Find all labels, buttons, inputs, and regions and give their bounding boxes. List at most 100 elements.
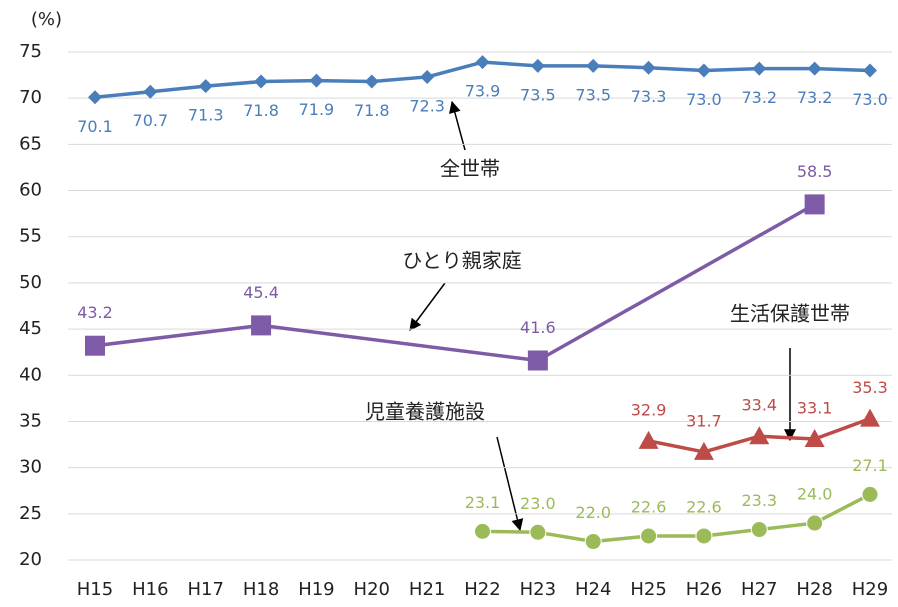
data-label: 72.3: [409, 96, 445, 115]
data-label: 22.6: [686, 497, 722, 516]
data-label: 71.8: [354, 101, 390, 120]
marker: [861, 485, 879, 503]
data-label: 58.5: [797, 162, 833, 181]
data-label: 33.4: [741, 396, 777, 415]
y-tick-label: 25: [19, 503, 42, 524]
data-label: 70.1: [77, 117, 113, 136]
data-label: 23.3: [741, 491, 777, 510]
y-tick-label: 40: [19, 364, 42, 385]
data-label: 73.0: [686, 90, 722, 109]
y-tick-label: 65: [19, 133, 42, 154]
series-line: [482, 492, 871, 544]
data-label: 73.3: [631, 87, 667, 106]
marker: [198, 79, 213, 94]
x-tick-label: H26: [686, 579, 722, 600]
marker: [309, 73, 324, 88]
y-tick-label: 45: [19, 318, 42, 339]
data-label: 73.5: [575, 85, 611, 104]
x-tick-label: H27: [741, 579, 777, 600]
marker: [586, 58, 601, 73]
x-tick-label: H25: [630, 579, 666, 600]
x-tick-label: H19: [298, 579, 334, 600]
marker: [529, 523, 547, 541]
marker: [863, 63, 877, 78]
data-label: 71.9: [299, 100, 335, 119]
marker: [807, 61, 822, 76]
data-label: 23.1: [465, 493, 501, 512]
marker: [474, 522, 491, 540]
marker: [420, 69, 435, 84]
y-unit-label: (%): [31, 9, 62, 30]
data-label: 45.4: [243, 283, 279, 302]
marker: [254, 74, 269, 89]
x-tick-label: H16: [132, 579, 168, 600]
marker: [638, 430, 659, 449]
x-tick-label: H17: [187, 579, 223, 600]
series-name: 児童養護施設: [365, 400, 485, 424]
x-tick-label: H29: [852, 579, 888, 600]
marker: [584, 533, 602, 551]
data-label: 32.9: [631, 400, 667, 419]
marker: [696, 63, 711, 78]
x-tick-label: H23: [520, 579, 556, 600]
marker: [693, 441, 714, 460]
series-name: 全世帯: [440, 157, 500, 181]
x-tick-label: H21: [409, 579, 445, 600]
data-label: 22.6: [631, 497, 667, 516]
marker: [750, 521, 768, 539]
x-tick-label: H20: [354, 579, 390, 600]
arrow: [496, 436, 524, 532]
marker: [88, 90, 102, 105]
data-label: 73.5: [520, 85, 556, 104]
data-label: 33.1: [797, 399, 833, 418]
data-label: 24.0: [797, 485, 833, 504]
y-tick-label: 35: [19, 410, 42, 431]
data-label: 70.7: [133, 111, 169, 130]
y-tick-label: 55: [19, 226, 42, 247]
y-tick-label: 70: [19, 87, 42, 108]
x-tick-label: H22: [464, 579, 500, 600]
marker: [143, 84, 158, 99]
marker: [364, 74, 379, 89]
marker: [804, 194, 825, 215]
data-label: 73.9: [465, 82, 501, 101]
data-label: 73.0: [852, 90, 888, 109]
series-name: 生活保護世帯: [730, 302, 850, 326]
arrow: [449, 100, 466, 151]
marker: [806, 514, 824, 532]
arrow: [409, 282, 446, 331]
data-label: 73.2: [741, 88, 777, 107]
data-label: 41.6: [520, 318, 556, 337]
x-tick-label: H28: [796, 579, 832, 600]
marker: [804, 429, 825, 448]
data-label: 31.7: [686, 411, 722, 430]
data-label: 35.3: [852, 378, 888, 397]
data-label: 23.0: [520, 494, 556, 513]
y-tick-label: 20: [19, 549, 42, 570]
y-tick-label: 75: [19, 41, 42, 62]
marker: [860, 408, 880, 427]
marker: [752, 61, 767, 76]
series-line: [94, 202, 816, 363]
series-name: ひとり親家庭: [402, 249, 521, 273]
data-label: 71.8: [243, 101, 279, 120]
marker: [640, 527, 658, 545]
data-label: 71.3: [188, 106, 224, 125]
y-tick-label: 60: [19, 180, 42, 201]
y-tick-label: 50: [19, 272, 42, 293]
marker: [530, 58, 545, 73]
marker: [641, 60, 656, 75]
marker: [85, 335, 105, 356]
data-label: 73.2: [797, 88, 833, 107]
data-label: 22.0: [575, 503, 611, 522]
marker: [695, 527, 713, 545]
x-tick-label: H24: [575, 579, 611, 600]
marker: [527, 350, 548, 371]
marker: [749, 426, 770, 445]
marker: [475, 55, 490, 70]
marker: [251, 315, 272, 336]
y-tick-label: 30: [19, 457, 42, 478]
data-label: 43.2: [77, 303, 113, 322]
x-tick-label: H15: [77, 579, 113, 600]
